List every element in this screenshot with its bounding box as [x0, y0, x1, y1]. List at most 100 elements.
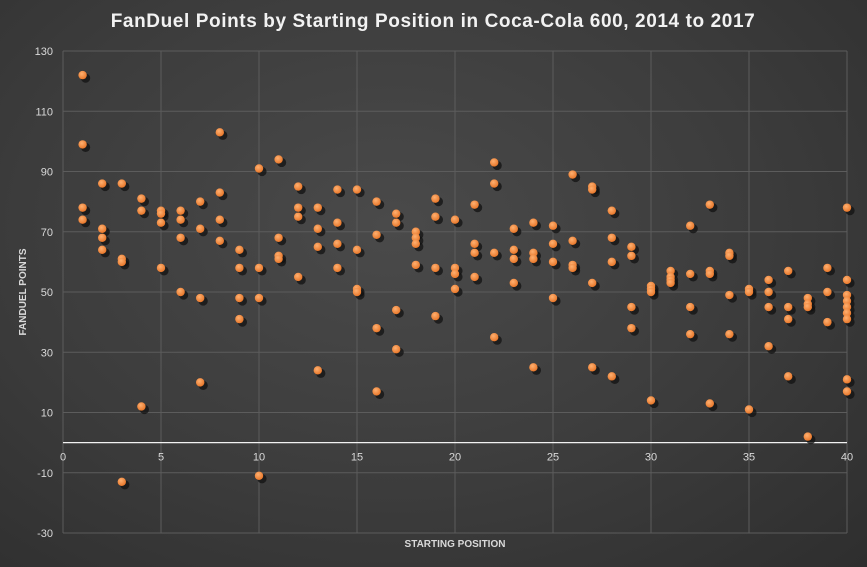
data-point [294, 212, 306, 225]
data-point [764, 275, 777, 288]
data-point [646, 396, 659, 409]
data-point-marker [568, 263, 577, 273]
data-point-marker [588, 185, 597, 194]
data-point [764, 287, 777, 300]
data-point [470, 248, 483, 261]
data-point [274, 233, 287, 246]
data-point [117, 257, 130, 270]
data-point-marker [627, 251, 636, 261]
data-point-marker [725, 329, 734, 339]
data-point-marker [725, 251, 734, 261]
data-point-marker [548, 257, 558, 267]
y-tick-label: 130 [35, 46, 53, 58]
data-point-marker [842, 308, 852, 318]
data-point-marker [627, 242, 636, 252]
data-point [784, 372, 796, 384]
data-point-marker [607, 206, 616, 215]
data-point [294, 272, 306, 285]
data-point [196, 378, 208, 390]
data-point-marker [392, 305, 401, 315]
data-point-marker [705, 269, 714, 279]
data-point [431, 311, 443, 324]
y-tick-label: 30 [41, 347, 53, 359]
data-point-marker [627, 302, 636, 312]
data-point [803, 432, 816, 445]
data-point [137, 206, 149, 219]
data-point-marker [490, 179, 499, 188]
data-point-marker [333, 185, 342, 194]
data-point-marker [411, 260, 420, 270]
data-point-marker [196, 197, 205, 206]
data-point-marker [450, 284, 460, 294]
data-point [196, 197, 208, 210]
data-point [392, 345, 404, 357]
data-point-marker [215, 236, 224, 245]
data-point [431, 212, 443, 225]
data-point [117, 477, 130, 490]
data-point [548, 293, 561, 306]
y-tick-label: -10 [37, 468, 53, 480]
data-point [137, 194, 149, 207]
data-point [294, 182, 306, 195]
chart-title: FanDuel Points by Starting Position in C… [111, 11, 756, 32]
data-point [333, 185, 345, 198]
data-point-marker [117, 477, 127, 486]
data-point-marker [274, 233, 283, 242]
data-point [176, 206, 189, 219]
data-point-marker [529, 363, 538, 372]
data-point [392, 218, 404, 231]
data-point-marker [313, 242, 322, 252]
data-point [196, 224, 208, 237]
data-point [686, 329, 698, 342]
data-point-marker [803, 302, 812, 312]
data-point [274, 155, 287, 168]
data-point-marker [764, 287, 773, 297]
x-tick-label: 25 [547, 452, 559, 464]
x-tick-label: 30 [645, 452, 657, 464]
data-point [686, 302, 698, 315]
data-point [764, 342, 777, 354]
data-point [490, 179, 502, 192]
data-point-marker [509, 224, 518, 233]
data-point-marker [372, 323, 381, 333]
data-point-marker [254, 263, 264, 273]
data-point [235, 245, 247, 258]
data-point-marker [156, 218, 166, 227]
data-point [548, 239, 561, 252]
data-point [470, 200, 483, 213]
data-point-marker [98, 233, 107, 242]
data-point-marker [646, 287, 656, 297]
data-point [215, 188, 228, 201]
data-point [627, 242, 640, 255]
data-point-marker [294, 203, 303, 212]
y-axis-label: FANDUEL POINTS [18, 248, 29, 335]
data-point-marker [274, 254, 283, 264]
data-point-marker [254, 293, 264, 303]
data-point-marker [333, 218, 342, 227]
data-point [784, 314, 796, 327]
data-point [215, 236, 228, 249]
data-point [254, 471, 267, 484]
data-point [372, 230, 385, 243]
data-point [823, 263, 836, 276]
data-point-marker [176, 287, 185, 297]
data-point-marker [450, 215, 460, 224]
data-point [686, 269, 698, 282]
data-point [529, 218, 542, 231]
data-point-marker [117, 179, 127, 188]
data-point-marker [313, 203, 322, 212]
data-point [842, 314, 855, 327]
data-point-marker [411, 239, 420, 248]
data-point-marker [705, 200, 714, 209]
data-point [313, 242, 326, 255]
data-point [372, 387, 385, 400]
data-point-marker [529, 248, 538, 258]
data-point-marker [450, 263, 460, 273]
data-point-marker [764, 275, 773, 285]
data-point-marker [764, 302, 773, 312]
data-point [431, 263, 443, 276]
data-point-marker [509, 254, 518, 264]
data-point [823, 287, 836, 300]
